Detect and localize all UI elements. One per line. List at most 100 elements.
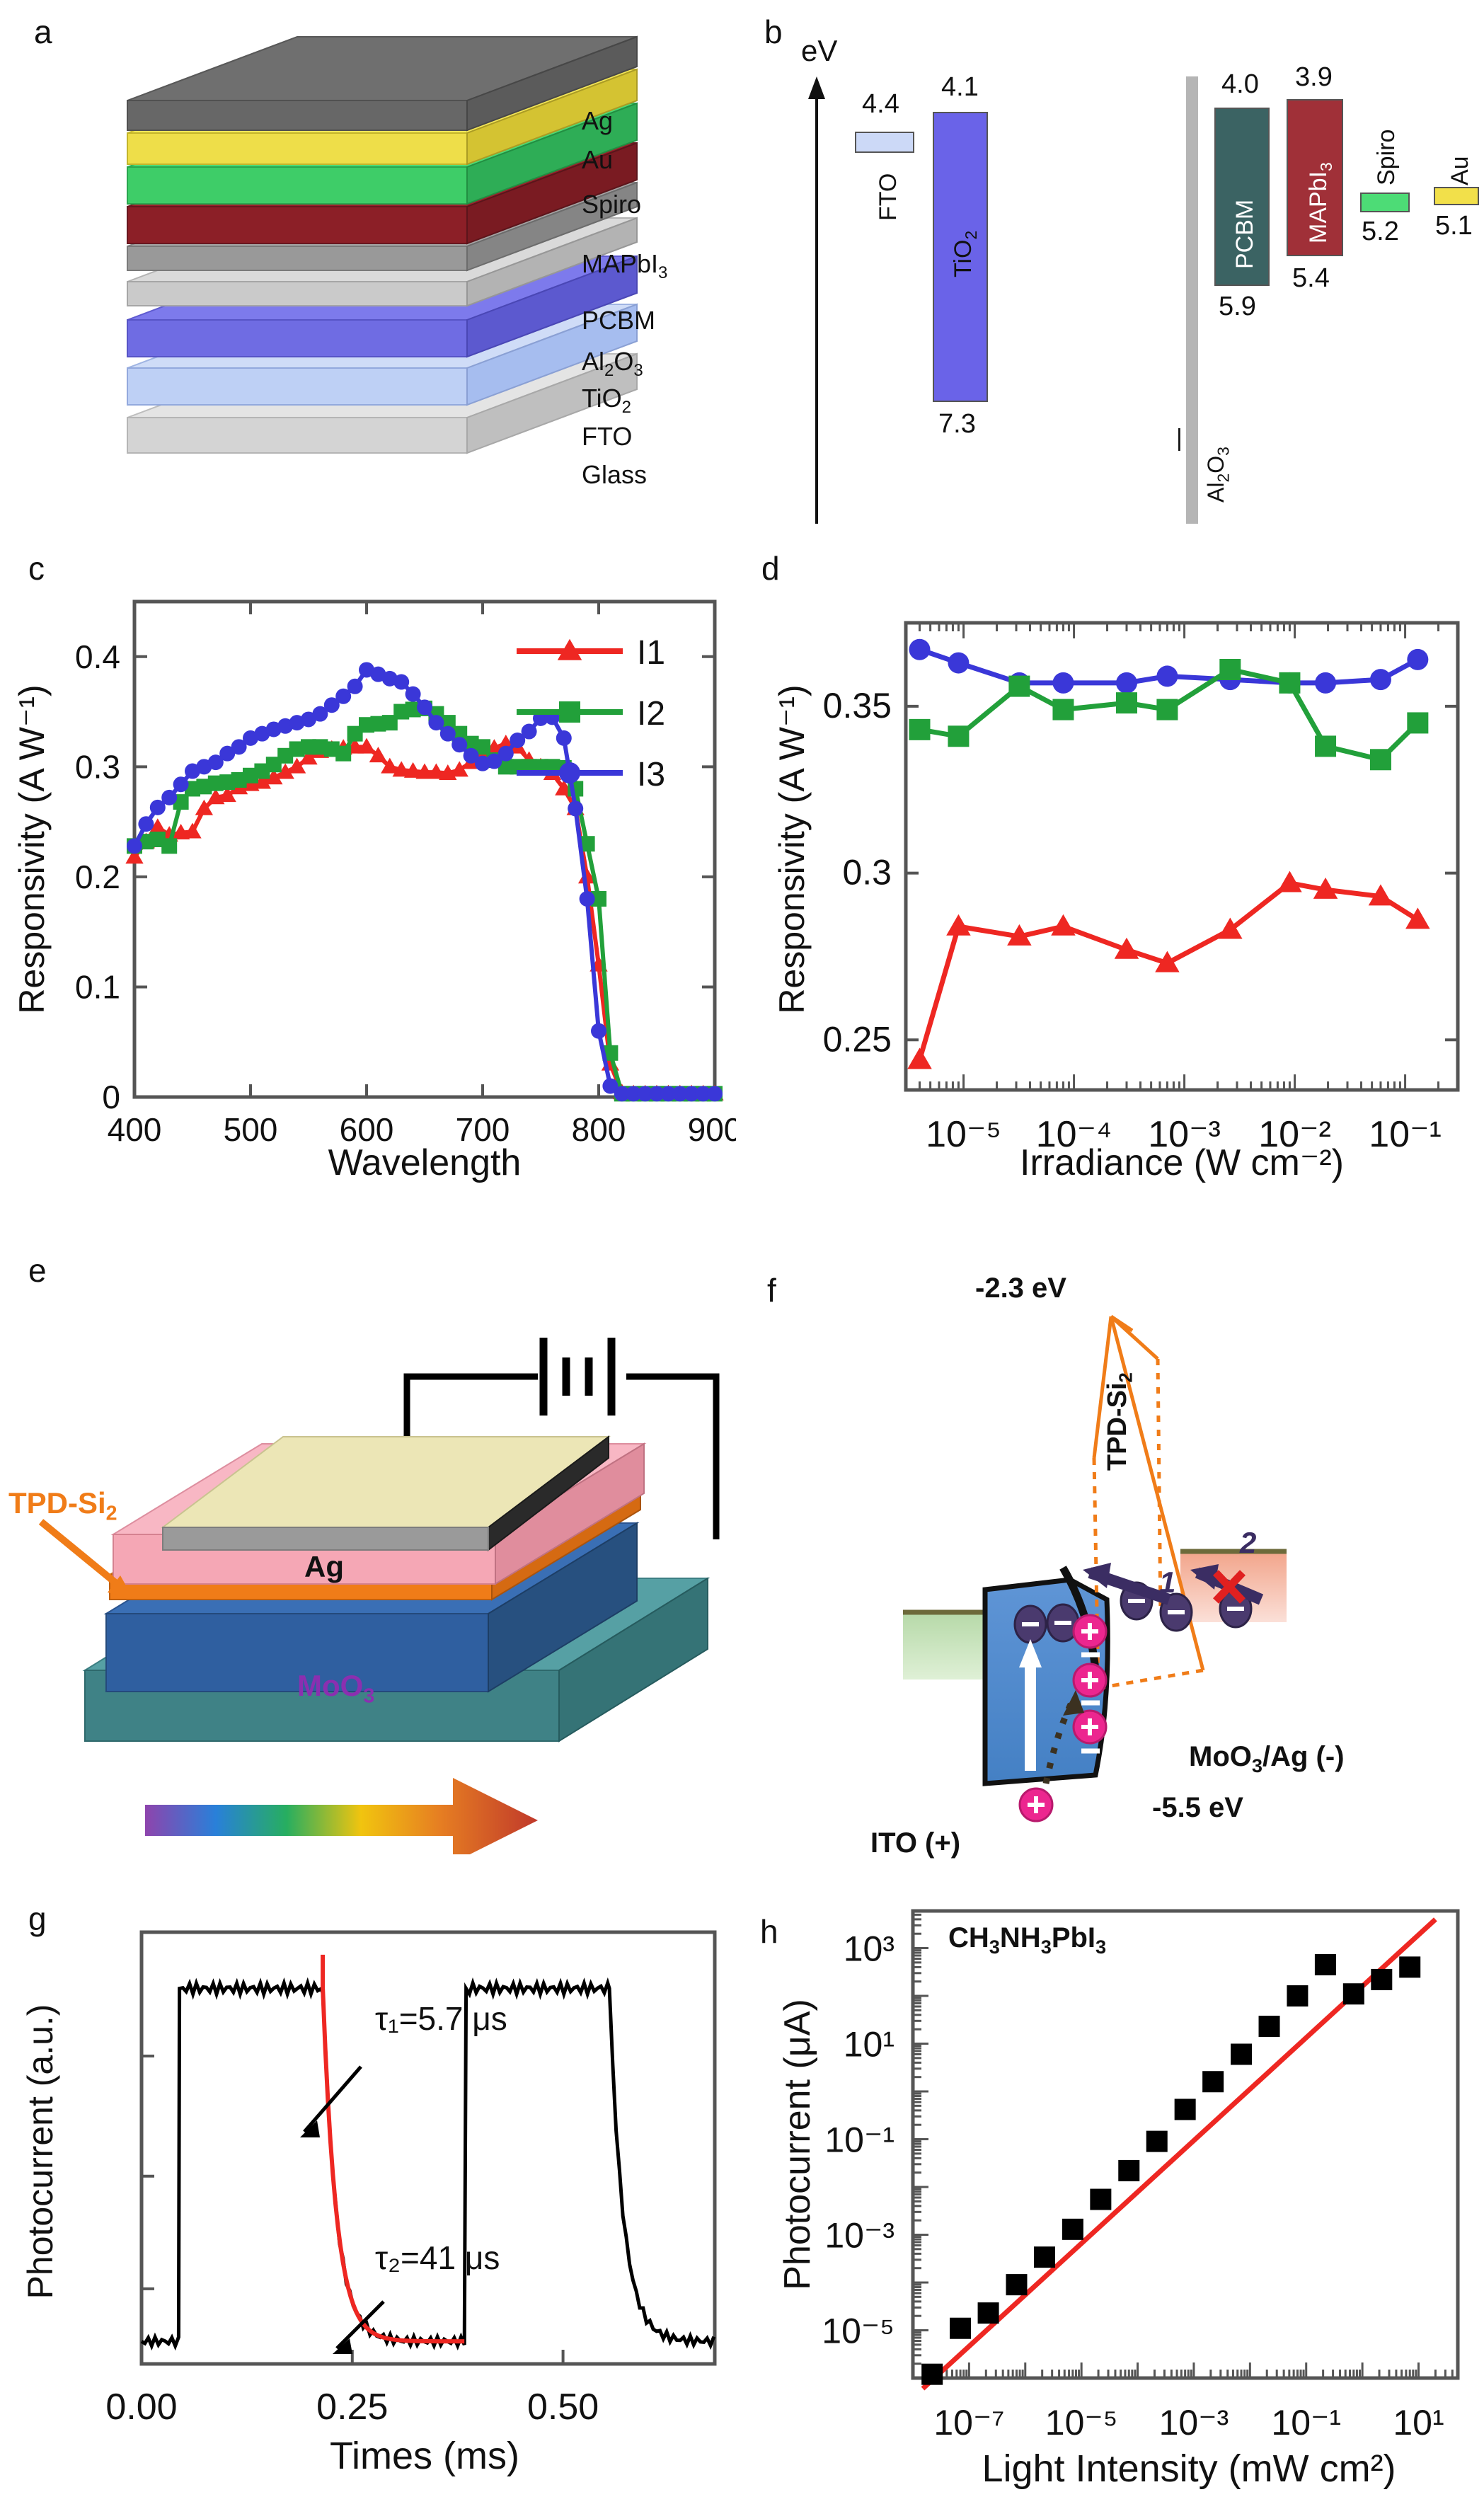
point-I3 — [672, 1086, 688, 1102]
point-I3 — [161, 789, 178, 805]
legend-label-I2: I2 — [637, 695, 665, 733]
light-spectrum-arrow — [145, 1778, 538, 1863]
point-I1 — [1313, 877, 1338, 899]
x-tick-label: 600 — [340, 1111, 394, 1148]
au-level-name: Au — [1446, 156, 1473, 185]
material-formula-label: CH3NH3PbI3 — [948, 1922, 1107, 1958]
point-I3 — [463, 747, 479, 764]
point-I2 — [1219, 659, 1241, 680]
tau2-arrow — [335, 2300, 385, 2350]
legend-marker-I1 — [557, 638, 582, 660]
path-2-label: 2 — [1240, 1526, 1257, 1559]
panel-a-label: a — [34, 13, 52, 50]
point-I1 — [1051, 914, 1076, 936]
tio2-level-bar — [933, 112, 988, 402]
point-I2 — [475, 739, 490, 755]
point-I1 — [1277, 871, 1302, 892]
point-I1 — [276, 763, 294, 779]
stack-label-glass: Glass — [582, 460, 648, 489]
injection-arrow-2 — [1190, 1564, 1264, 1605]
point-I2 — [1407, 712, 1429, 734]
energy-band-diagram — [903, 1314, 1287, 1822]
y-tick-label: 0.2 — [75, 859, 120, 895]
panel-b-energy-diagram: b eV 4.4 FTO 4.1 TiO2 7.3 4.0 PCBM 5.9 3… — [736, 0, 1484, 538]
y-tick-label: 0.3 — [75, 748, 120, 785]
point-I2 — [1279, 672, 1301, 694]
tpd-si2-label: TPD-Si2 — [8, 1486, 117, 1525]
fto-top-value: 4.4 — [862, 89, 899, 119]
y-tick-label: 0 — [102, 1079, 120, 1115]
point-I1 — [183, 822, 202, 839]
point-I3 — [312, 706, 328, 722]
tau1-arrow — [303, 2065, 362, 2133]
series-I3 — [127, 662, 723, 1102]
stack-illustration — [127, 35, 638, 454]
point-I3 — [138, 816, 154, 832]
mapbi3-level-name: MAPbI3 — [1305, 162, 1335, 243]
plot-frame — [904, 621, 1460, 1092]
legend-label-I1: I1 — [637, 634, 665, 672]
point-I2 — [335, 745, 352, 762]
point-I3 — [602, 1078, 619, 1094]
point-I1 — [369, 747, 388, 763]
data-point — [1342, 1983, 1364, 2005]
data-point — [1314, 1953, 1336, 1975]
y-axis-label: Responsivity (A W⁻¹) — [772, 684, 812, 1014]
panel-a-device-stack: a — [0, 0, 736, 538]
point-I1 — [392, 761, 410, 777]
data-point — [1146, 2130, 1168, 2152]
mapbi3-top-value: 3.9 — [1295, 62, 1333, 92]
point-I1 — [415, 763, 434, 779]
au-level-bar — [1434, 187, 1479, 205]
x-tick-label: 700 — [456, 1111, 510, 1148]
point-I3 — [684, 1086, 700, 1102]
point-I2 — [1156, 699, 1178, 720]
anode-label: ITO (+) — [870, 1827, 961, 1859]
panel-g-label: g — [28, 1900, 47, 1937]
data-point — [1371, 1968, 1393, 1990]
x-axis-label: Times (ms) — [330, 2435, 519, 2477]
x-axis-label: Wavelength — [328, 1142, 522, 1183]
x-axis-label: Light Intensity (mW cm²) — [982, 2447, 1396, 2490]
point-I2 — [1116, 692, 1137, 714]
data-point — [1202, 2071, 1224, 2093]
point-I3 — [626, 1086, 642, 1102]
point-I1 — [1405, 907, 1430, 929]
legend-label-I3: I3 — [637, 756, 665, 793]
tio2-top-value: 4.1 — [941, 72, 979, 102]
mapbi3-level-bar — [1287, 99, 1343, 256]
pcbm-level-bar — [1214, 108, 1270, 286]
injection-arrow-1 — [1083, 1563, 1171, 1605]
y-tick-label: 10³ — [844, 1929, 895, 1969]
point-I3 — [301, 711, 316, 728]
fto-level-bar — [855, 132, 914, 153]
photocurrent-trace — [140, 1977, 716, 2351]
point-I3 — [439, 725, 456, 742]
stack-label-al2o3: Al2O3 — [582, 347, 643, 381]
x-tick-label: 10⁻³ — [1148, 1114, 1221, 1155]
stack-label-pcbm: PCBM — [582, 306, 656, 335]
point-I3 — [207, 754, 224, 771]
point-I1 — [1155, 951, 1180, 972]
panel-b-label: b — [764, 13, 783, 50]
chart-h: 10⁻⁷ 10⁻⁵ 10⁻³ 10⁻¹ 10¹ 10⁻⁵ 10⁻³ 10⁻¹ 10¹ 10³ Lig… — [777, 1909, 1460, 2490]
point-I3 — [1369, 669, 1391, 691]
data-point — [1231, 2043, 1253, 2065]
homo-energy-label: -5.5 eV — [1152, 1792, 1243, 1823]
stack-label-ag: Ag — [582, 106, 614, 135]
point-I3 — [417, 699, 432, 716]
point-I1 — [195, 799, 214, 815]
point-I3 — [405, 686, 421, 702]
point-I3 — [591, 1023, 606, 1039]
point-I1 — [450, 761, 468, 777]
ev-axis-label: eV — [801, 34, 838, 67]
data-point — [977, 2302, 999, 2324]
point-I3 — [695, 1086, 711, 1102]
chart-legend: I1 I2 I3 — [517, 634, 665, 793]
point-I1 — [265, 769, 283, 785]
panel-h-label: h — [760, 1913, 778, 1950]
x-axis-label: Irradiance (W cm⁻²) — [1020, 1142, 1344, 1183]
ito-electrode — [903, 1609, 988, 1680]
plot-frame — [139, 1930, 717, 2366]
point-I3 — [1052, 672, 1074, 694]
